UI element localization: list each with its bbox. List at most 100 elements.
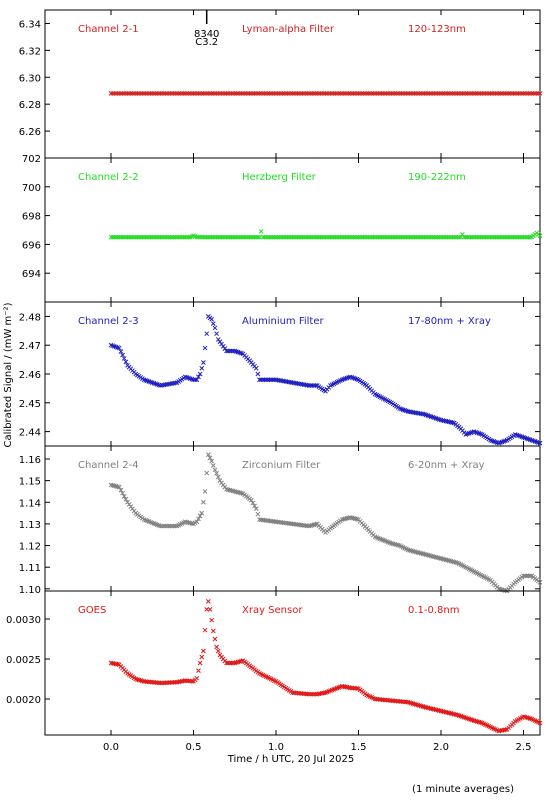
x-tick-label: 1.0 (268, 742, 284, 753)
data-point (116, 484, 122, 490)
data-point (123, 496, 129, 502)
panel-title: Lyman-alpha Filter (242, 24, 335, 35)
x-tick-label: 0.0 (103, 742, 119, 753)
data-point (210, 628, 216, 634)
y-tick-label: 6.34 (19, 19, 41, 30)
data-point (527, 234, 533, 240)
data-point (202, 345, 208, 351)
panel-title: Channel 2-3 (78, 316, 139, 327)
data-point (255, 511, 261, 517)
data-point (205, 599, 211, 604)
y-tick-label: 6.32 (19, 46, 41, 57)
data-point (212, 467, 218, 473)
data-series (108, 599, 543, 734)
panel-4: 1.10 1.11 1.12 1.13 1.14 1.15 1.16 Channel 2-4 Z… (19, 445, 543, 596)
panel-frame (44, 590, 541, 736)
data-point (186, 234, 191, 240)
data-point (215, 648, 221, 654)
y-tick-label: 2.45 (19, 399, 41, 410)
data-point (537, 720, 543, 726)
data-point (199, 365, 205, 371)
data-point (420, 411, 426, 417)
data-series (108, 229, 543, 240)
data-point (172, 380, 178, 386)
y-tick-label: 0.0030 (6, 615, 41, 626)
data-point (120, 352, 125, 358)
data-point (207, 455, 213, 461)
data-point (207, 607, 213, 612)
panel-title: 120-123nm (408, 24, 466, 35)
data-point (537, 579, 543, 585)
data-point (196, 668, 201, 673)
data-point (196, 516, 201, 522)
data-point (212, 636, 218, 642)
data-point (354, 686, 360, 691)
data-point (248, 497, 254, 503)
data-point (201, 360, 206, 365)
data-point (204, 331, 210, 337)
data-point (255, 234, 261, 240)
data-series (108, 91, 543, 96)
data-point (215, 474, 221, 480)
panel-5: 0.0020 0.0025 0.0030 GOES Xray Sensor 0.1-0.8… (6, 590, 543, 736)
data-point (194, 675, 200, 681)
data-point (258, 229, 264, 234)
data-point (189, 678, 195, 684)
y-tick-label: 702 (22, 154, 41, 165)
data-point (250, 500, 256, 506)
data-point (121, 493, 127, 499)
y-tick-label: 2.48 (19, 312, 41, 323)
data-point (197, 513, 203, 519)
y-tick-label: 696 (22, 240, 41, 251)
data-point (197, 371, 203, 377)
data-point (535, 91, 541, 96)
data-point (209, 458, 215, 464)
panel-title: 17-80nm + Xray (408, 316, 491, 327)
y-tick-label: 6.28 (19, 100, 41, 111)
data-point (537, 91, 543, 96)
y-tick-label: 1.16 (19, 455, 41, 466)
data-point (116, 345, 122, 351)
panel-title: Channel 2-4 (78, 460, 139, 471)
data-point (202, 489, 208, 494)
data-point (199, 510, 205, 516)
data-point (202, 627, 208, 633)
panel-title: Channel 2-2 (78, 172, 139, 183)
panel-title: Herzberg Filter (242, 172, 317, 183)
data-point (209, 617, 215, 623)
data-point (196, 374, 201, 380)
flare-label-bottom: C3.2 (195, 37, 218, 48)
y-tick-label: 694 (22, 269, 41, 280)
data-point (194, 519, 200, 525)
panel-title: 190-222nm (408, 172, 466, 183)
data-series (108, 452, 543, 594)
data-point (199, 654, 205, 660)
data-point (118, 487, 124, 493)
x-tick-label: 2.5 (516, 742, 532, 753)
x-tick-label: 1.5 (351, 742, 367, 753)
data-point (121, 356, 127, 361)
x-tick-label: 0.5 (186, 742, 202, 753)
y-tick-label: 1.13 (19, 520, 41, 531)
data-point (210, 321, 216, 326)
data-point (205, 452, 211, 458)
data-point (194, 377, 200, 383)
data-point (172, 523, 178, 529)
data-point (214, 644, 219, 650)
footnote: (1 minute averages) (412, 784, 514, 795)
data-point (253, 365, 259, 371)
data-point (255, 371, 261, 377)
y-tick-label: 1.11 (19, 563, 41, 574)
y-tick-label: 1.12 (19, 542, 41, 553)
data-point (537, 440, 543, 446)
data-point (252, 503, 257, 509)
x-tick-label: 2.0 (433, 742, 449, 753)
panel-2: 694 696 698 700 702 Channel 2-2 Herzberg Filte… (22, 154, 543, 303)
panel-title: 0.1-0.8nm (408, 605, 460, 616)
x-axis-label: Time / h UTC, 20 Jul 2025 (227, 754, 355, 765)
y-tick-label: 2.47 (19, 341, 41, 352)
panel-title: Zirconium Filter (242, 460, 321, 471)
data-point (118, 349, 124, 354)
data-point (197, 660, 203, 666)
